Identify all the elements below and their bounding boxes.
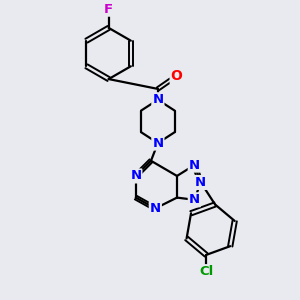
Text: N: N (152, 93, 164, 106)
Text: N: N (130, 169, 141, 182)
Text: F: F (104, 3, 113, 16)
Text: N: N (152, 136, 164, 150)
Text: N: N (150, 202, 161, 215)
Text: O: O (171, 69, 182, 83)
Text: Cl: Cl (199, 265, 213, 278)
Text: N: N (195, 176, 206, 189)
Text: N: N (189, 159, 200, 172)
Text: N: N (189, 193, 200, 206)
